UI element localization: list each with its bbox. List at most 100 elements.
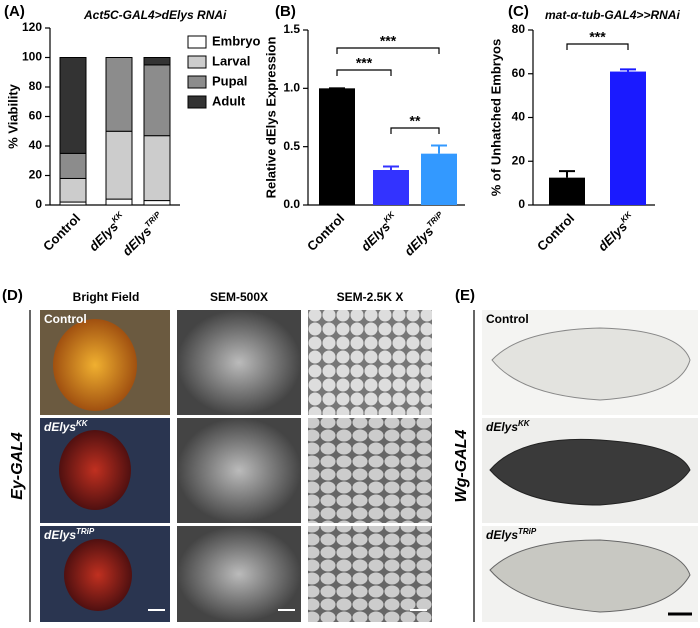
error-bar	[383, 165, 399, 170]
side-label: Wg-GAL4	[453, 429, 470, 502]
y-tick-label: 1.5	[283, 22, 300, 36]
significance-bracket	[336, 69, 392, 76]
y-tick-label: 40	[29, 138, 43, 152]
image	[53, 319, 137, 411]
significance-bracket	[336, 47, 440, 54]
legend-swatch	[187, 75, 207, 89]
column-header: SEM-500X	[210, 290, 268, 304]
wing	[489, 438, 691, 506]
image-grid-e	[482, 310, 698, 622]
x-tick-label-text: Control	[304, 211, 347, 254]
image-grid-d	[40, 310, 432, 622]
y-tick-label: 0	[35, 197, 42, 211]
wing	[491, 327, 691, 401]
bar-segment	[59, 57, 87, 154]
side-label: Ey-GAL4	[9, 432, 26, 500]
y-axis-label: % of Unhatched Embryos	[488, 39, 503, 196]
bar	[421, 153, 457, 205]
x-tick-label-text: Control	[534, 211, 577, 254]
y-axis-label: Relative dElys Expression	[263, 37, 278, 199]
row-label-sup: KK	[518, 419, 531, 428]
panel-label: (D)	[2, 287, 23, 304]
y-tick-label: 100	[22, 50, 42, 64]
y-tick-label: 40	[512, 110, 526, 124]
image	[308, 310, 432, 415]
chart-title: mat-α-tub-GAL4>>RNAi	[545, 8, 680, 22]
bar	[549, 177, 585, 205]
y-tick-label: 80	[29, 79, 43, 93]
row-label: dElysKK	[486, 419, 531, 434]
error-bar	[620, 68, 636, 72]
image	[59, 430, 131, 510]
panel-label: (B)	[275, 3, 296, 20]
row-label-text: dElys	[44, 420, 76, 434]
y-tick-label: 60	[512, 66, 526, 80]
image	[308, 418, 432, 523]
legend-label: Embryo	[212, 33, 260, 48]
row-label: Control	[486, 312, 529, 326]
row-label: dElysKK	[44, 419, 89, 434]
x-tick-label: dElysTRiP	[119, 210, 168, 259]
image	[177, 526, 301, 622]
panel-label: (E)	[455, 287, 475, 304]
x-tick-label-sup: TRiP	[143, 210, 163, 230]
y-tick-label: 1.0	[283, 81, 300, 95]
y-axis-label: % Viability	[5, 83, 20, 149]
bar-segment	[105, 130, 133, 200]
column-header: Bright Field	[73, 290, 140, 304]
column-header: SEM-2.5K X	[337, 290, 404, 304]
x-tick-label: dElysKK	[594, 209, 639, 254]
x-tick-label: Control	[534, 211, 577, 254]
bar	[610, 71, 646, 205]
y-tick-label: 20	[29, 168, 43, 182]
bar-segment	[59, 177, 87, 203]
y-tick-label: 0.0	[283, 197, 300, 211]
y-tick-label: 0.5	[283, 139, 300, 153]
row-label: Control	[44, 312, 87, 326]
row-label-sup: KK	[76, 419, 89, 428]
x-tick-label-sup: TRiP	[425, 210, 445, 230]
x-tick-label: Control	[304, 211, 347, 254]
significance-label: ***	[589, 29, 606, 45]
y-tick-label: 120	[22, 20, 42, 34]
legend-label: Larval	[212, 53, 250, 68]
chart-title: Act5C-GAL4>dElys RNAi	[83, 8, 227, 22]
x-tick-label-text: Control	[40, 211, 83, 254]
significance-label: ***	[356, 55, 373, 71]
legend-label: Pupal	[212, 73, 247, 88]
bar-segment	[105, 57, 133, 132]
wing	[489, 539, 691, 613]
y-tick-label: 0	[518, 197, 525, 211]
image	[177, 310, 301, 415]
row-label-text: dElys	[486, 420, 518, 434]
row-label-text: dElys	[44, 528, 76, 542]
y-tick-label: 80	[512, 22, 526, 36]
legend-label: Adult	[212, 93, 246, 108]
x-tick-label: dElysKK	[357, 209, 402, 254]
bar-segment	[105, 198, 133, 206]
bar-segment	[143, 135, 171, 202]
bar	[373, 170, 409, 205]
legend-swatch	[187, 55, 207, 69]
legend-swatch	[187, 95, 207, 109]
error-bar	[431, 144, 447, 154]
bar-segment	[143, 200, 171, 206]
y-tick-label: 60	[29, 109, 43, 123]
bar-segment	[143, 64, 171, 137]
bar-segment	[59, 152, 87, 179]
significance-bracket	[390, 127, 440, 134]
legend-swatch	[187, 35, 207, 49]
significance-label: **	[410, 113, 421, 129]
row-label-text: dElys	[486, 528, 518, 542]
y-tick-label: 20	[512, 153, 526, 167]
error-bar	[559, 170, 575, 178]
x-tick-label: Control	[40, 211, 83, 254]
panel-label: (C)	[508, 3, 529, 20]
panel-label: (A)	[4, 3, 25, 20]
bar	[319, 88, 355, 205]
image	[177, 418, 301, 523]
significance-bracket	[566, 43, 629, 50]
row-label-sup: TRiP	[518, 527, 537, 536]
image	[308, 526, 432, 622]
